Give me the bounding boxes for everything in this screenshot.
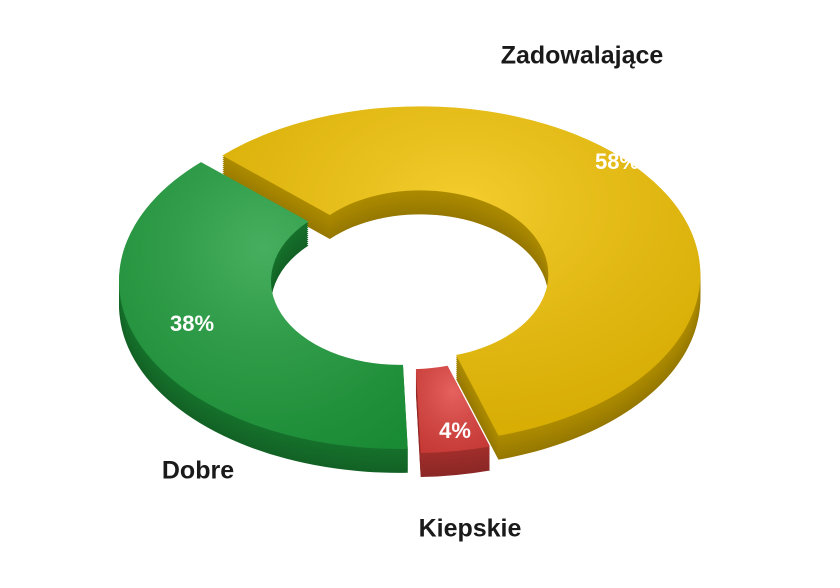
slice-shine [222, 106, 701, 436]
category-label: Zadowalające [501, 42, 664, 70]
category-label: Kiepskie [419, 515, 522, 543]
value-label: 58% [595, 149, 639, 174]
value-label: 4% [439, 418, 471, 443]
slice-shine [415, 365, 490, 454]
category-label: Dobre [162, 457, 234, 485]
slice-shine [118, 162, 408, 449]
value-label: 38% [170, 311, 214, 336]
